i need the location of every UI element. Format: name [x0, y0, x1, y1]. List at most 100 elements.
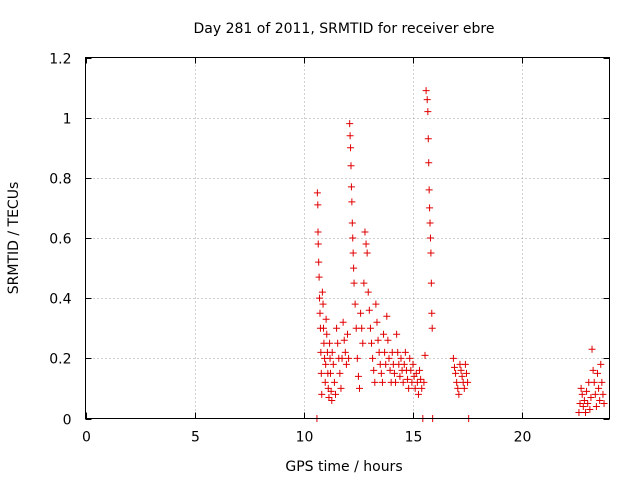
data-point — [346, 120, 354, 128]
data-point — [328, 396, 336, 404]
y-axis-label: SRMTID / TECUs — [6, 182, 22, 295]
data-point — [450, 363, 458, 371]
data-point — [330, 378, 338, 386]
data-point — [313, 189, 321, 197]
y-tick-labels: 0 0.2 0.4 0.6 0.8 1 1.2 — [49, 52, 71, 429]
data-point — [424, 108, 432, 116]
data-point — [354, 372, 362, 380]
data-point — [336, 369, 344, 377]
data-point — [418, 384, 426, 392]
data-point — [597, 360, 605, 368]
data-point — [600, 399, 608, 407]
y-tick-label: 1 — [63, 112, 72, 128]
data-point — [337, 384, 345, 392]
y-tick-label: 0 — [63, 413, 72, 429]
data-point — [315, 273, 323, 281]
data-point — [458, 372, 466, 380]
data-point — [393, 330, 401, 338]
data-point — [356, 384, 364, 392]
data-point — [589, 366, 597, 374]
data-point — [366, 324, 374, 332]
data-point — [590, 378, 598, 386]
data-point — [428, 309, 436, 317]
data-point — [586, 405, 594, 413]
data-point — [425, 159, 433, 167]
data-point — [377, 369, 385, 377]
data-point — [327, 387, 335, 395]
data-point — [579, 402, 587, 410]
data-point — [584, 399, 592, 407]
data-point — [326, 369, 334, 377]
data-point — [583, 387, 591, 395]
data-point — [598, 378, 606, 386]
data-point — [420, 378, 428, 386]
data-point — [317, 348, 325, 356]
data-point — [350, 264, 358, 272]
data-point — [424, 135, 432, 143]
data-point — [347, 183, 355, 191]
data-point — [370, 366, 378, 374]
data-point — [592, 402, 600, 410]
chart-title: Day 281 of 2011, SRMTID for receiver ebr… — [194, 21, 495, 37]
data-point — [324, 384, 332, 392]
data-point — [405, 384, 413, 392]
data-point — [371, 378, 379, 386]
data-point — [380, 330, 388, 338]
data-point — [348, 219, 356, 227]
data-point — [350, 279, 358, 287]
data-point — [373, 318, 381, 326]
data-point — [383, 312, 391, 320]
data-point — [409, 360, 417, 368]
data-point — [426, 219, 434, 227]
data-point — [578, 390, 586, 398]
data-point — [399, 378, 407, 386]
data-point — [427, 279, 435, 287]
data-point — [359, 339, 367, 347]
data-point — [321, 378, 329, 386]
data-point — [319, 324, 327, 332]
data-point — [317, 369, 325, 377]
data-point — [591, 390, 599, 398]
data-point — [314, 240, 322, 248]
data-point — [412, 369, 420, 377]
data-point — [595, 384, 603, 392]
data-point — [378, 378, 386, 386]
data-point — [581, 408, 589, 416]
grid-lines — [85, 57, 610, 419]
data-point — [349, 234, 357, 242]
data-point — [423, 96, 431, 104]
x-axis-label: GPS time / hours — [285, 459, 402, 475]
data-point — [411, 384, 419, 392]
data-point — [400, 360, 408, 368]
data-point — [417, 375, 425, 383]
data-point — [326, 339, 334, 347]
data-point — [596, 396, 604, 404]
data-point — [386, 366, 394, 374]
y-tick-label: 0.4 — [49, 292, 71, 308]
data-point — [464, 378, 472, 386]
data-point — [396, 372, 404, 380]
data-point — [325, 393, 333, 401]
data-point — [381, 348, 389, 356]
data-point — [346, 132, 354, 140]
data-point — [461, 360, 469, 368]
y-tick-label: 0.8 — [49, 172, 71, 188]
data-point — [316, 309, 324, 317]
data-point — [365, 306, 373, 314]
data-point — [358, 324, 366, 332]
data-point — [326, 354, 334, 362]
data-point — [580, 396, 588, 404]
data-point — [314, 228, 322, 236]
data-point — [404, 375, 412, 383]
data-points — [313, 87, 608, 422]
data-point — [357, 309, 365, 317]
data-point — [316, 294, 324, 302]
data-point — [407, 366, 415, 374]
data-point — [374, 336, 382, 344]
data-point — [452, 369, 460, 377]
data-point — [428, 324, 436, 332]
y-tick-label: 0.2 — [49, 352, 71, 368]
data-point — [362, 240, 370, 248]
data-point — [382, 360, 390, 368]
